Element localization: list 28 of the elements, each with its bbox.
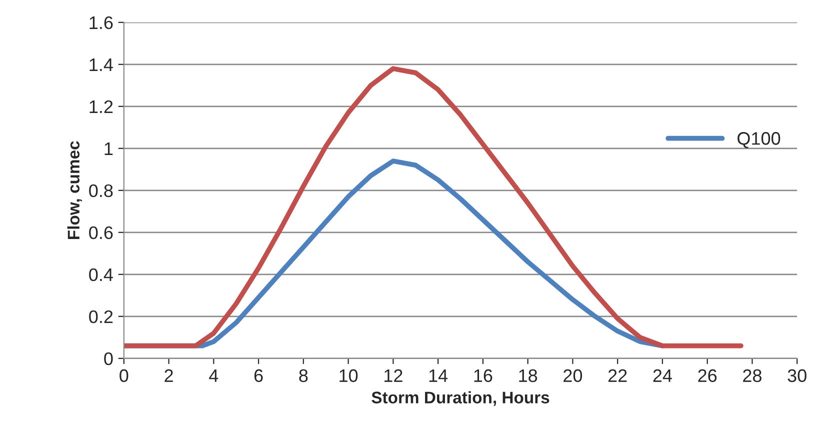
y-tick-label: 0.4 [89,268,113,282]
x-tick-label: 30 [788,369,806,382]
y-tick-label: 1 [104,142,113,155]
x-tick-label: 24 [653,369,672,382]
x-tick-label: 28 [743,369,762,382]
y-tick-label: 1.6 [90,16,113,30]
x-tick-label: 16 [474,369,492,382]
y-tick-label: 0 [104,352,113,366]
x-tick-label: 18 [519,369,538,382]
x-tick-label: 6 [254,369,263,382]
y-tick-label: 0.8 [89,184,113,198]
y-tick-label: 1.4 [90,58,113,71]
x-tick-label: 22 [608,369,627,382]
x-axis-title: Storm Duration, Hours [372,391,550,406]
y-tick-label: 1.2 [90,100,113,113]
x-tick-label: 12 [384,369,402,382]
x-tick-label: 0 [120,369,128,382]
x-tick-label: 14 [429,369,448,382]
legend-label: Q100 [738,132,780,148]
y-axis-title: Flow, cumec [67,141,82,239]
x-tick-label: 4 [209,369,218,382]
x-tick-label: 10 [340,369,358,382]
y-tick-label: 0.2 [89,310,113,324]
x-tick-label: 8 [299,369,308,382]
x-tick-label: 2 [164,369,173,382]
x-tick-label: 20 [564,369,582,382]
x-tick-label: 26 [698,369,717,382]
y-tick-label: 0.6 [89,226,113,240]
